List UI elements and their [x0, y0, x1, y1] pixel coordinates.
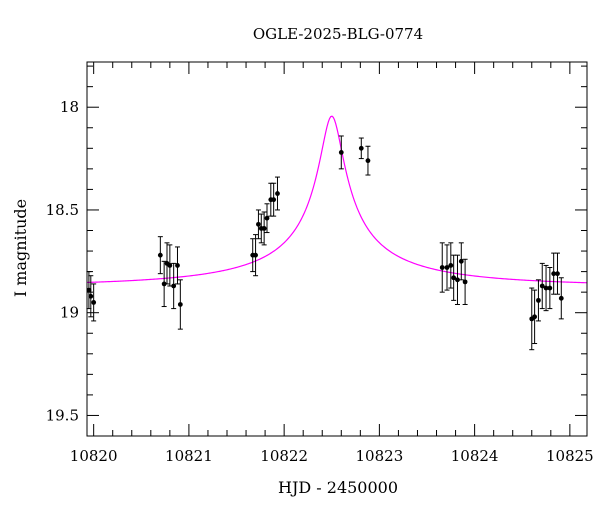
data-point	[261, 211, 267, 246]
data-point	[365, 145, 371, 176]
data-point	[532, 289, 538, 345]
x-tick-label: 10823	[356, 447, 404, 465]
data-marker	[547, 285, 553, 291]
data-marker	[439, 265, 445, 270]
axis-ticks	[87, 62, 587, 437]
x-tick-label: 10821	[165, 447, 213, 465]
data-marker	[177, 302, 183, 307]
y-axis-label: I magnitude	[11, 199, 30, 297]
data-marker	[88, 293, 94, 299]
data-point	[264, 203, 270, 234]
data-marker	[261, 226, 267, 231]
data-marker	[536, 297, 541, 303]
data-point	[91, 283, 97, 322]
data-point	[454, 254, 460, 305]
data-marker	[555, 271, 560, 277]
data-point	[174, 246, 180, 285]
data-marker	[455, 277, 460, 283]
data-marker	[448, 263, 454, 268]
data-point	[358, 137, 364, 160]
data-point	[88, 275, 94, 318]
data-marker	[171, 283, 177, 289]
data-marker	[161, 281, 167, 287]
y-tick-label: 19.5	[46, 406, 79, 424]
data-points-layer	[86, 135, 564, 351]
data-point	[274, 176, 280, 211]
data-point	[539, 262, 545, 310]
data-point	[547, 266, 553, 310]
data-marker	[338, 150, 344, 155]
data-point	[558, 277, 564, 320]
chart-title: OGLE-2025-BLG-0774	[253, 25, 423, 43]
data-marker	[532, 314, 538, 320]
data-point	[167, 244, 173, 287]
data-point	[253, 234, 259, 277]
data-point	[177, 279, 183, 330]
axis-tick-labels: 10820 10821 10822 10823 10824 10825 18 18.5 19 19…	[46, 98, 594, 465]
data-marker	[365, 158, 371, 164]
data-point	[161, 260, 167, 308]
data-point	[458, 242, 464, 281]
model-curve	[86, 115, 588, 284]
data-point	[451, 254, 457, 301]
data-marker	[167, 263, 173, 268]
data-marker	[558, 295, 564, 301]
data-marker	[271, 197, 277, 203]
data-marker	[256, 221, 261, 227]
data-marker	[86, 287, 92, 293]
y-tick-label: 19	[60, 304, 79, 322]
x-tick-label: 10820	[70, 447, 118, 465]
data-marker	[462, 279, 468, 285]
data-point	[157, 236, 163, 275]
data-marker	[157, 252, 163, 258]
data-marker	[91, 300, 97, 305]
x-tick-label: 10822	[260, 447, 308, 465]
plot-frame	[86, 61, 588, 437]
data-marker	[444, 265, 450, 270]
data-marker	[275, 191, 280, 196]
data-marker	[264, 215, 270, 221]
data-point	[462, 258, 468, 305]
data-marker	[358, 145, 364, 151]
data-marker	[458, 258, 464, 264]
data-point	[543, 264, 549, 312]
data-marker	[543, 285, 549, 291]
data-marker	[175, 263, 180, 268]
data-point	[554, 252, 560, 295]
data-point	[439, 242, 445, 293]
data-marker	[551, 271, 557, 277]
data-marker	[253, 252, 258, 258]
x-axis-label: HJD - 2450000	[278, 478, 398, 497]
x-tick-label: 10825	[546, 447, 594, 465]
data-marker	[451, 275, 457, 281]
data-point	[171, 262, 177, 310]
model-curve-layer	[86, 115, 588, 284]
y-tick-label: 18	[60, 98, 79, 116]
data-point	[271, 182, 277, 217]
x-tick-label: 10824	[451, 447, 499, 465]
data-point	[535, 279, 541, 322]
data-point	[338, 135, 344, 170]
y-tick-label: 18.5	[46, 201, 79, 219]
data-point	[255, 209, 261, 240]
data-point	[444, 244, 450, 291]
data-point	[448, 242, 454, 289]
data-marker	[539, 283, 545, 289]
